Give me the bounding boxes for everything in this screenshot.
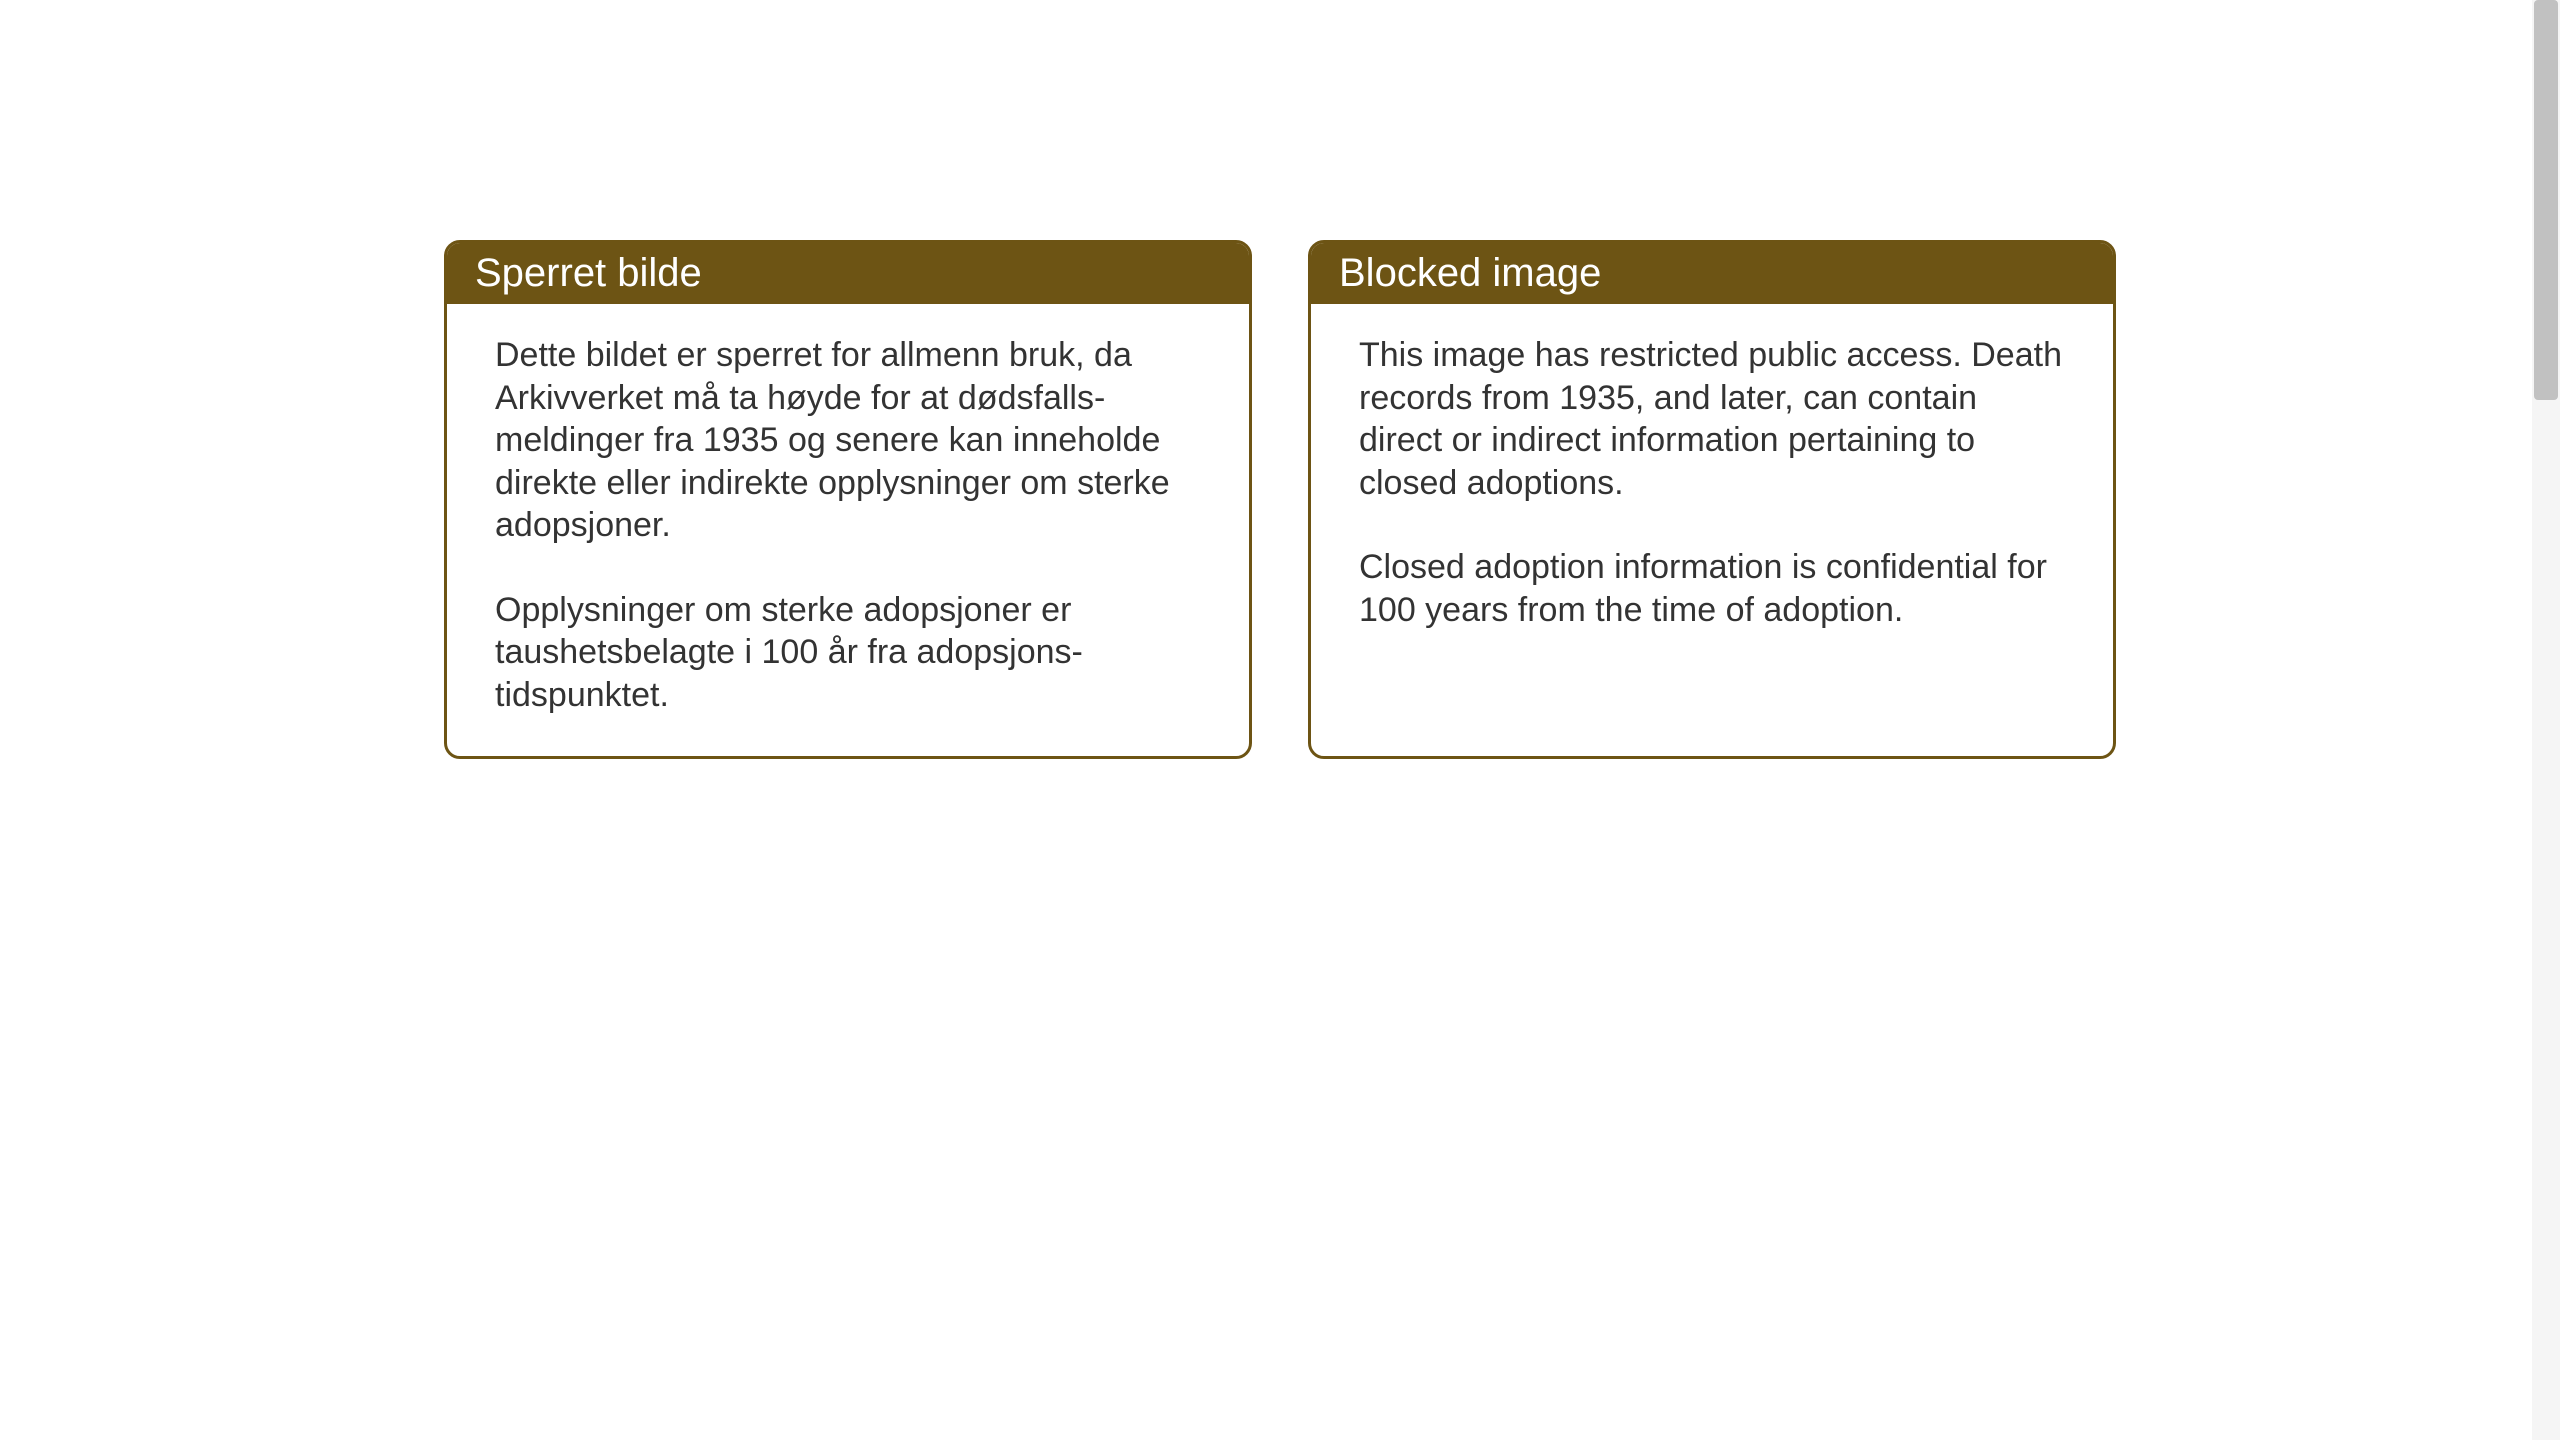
notice-body-norwegian: Dette bildet er sperret for allmenn bruk… <box>447 304 1249 756</box>
notice-box-english: Blocked image This image has restricted … <box>1308 240 2116 759</box>
notice-paragraph-english-1: This image has restricted public access.… <box>1359 334 2065 504</box>
notice-box-norwegian: Sperret bilde Dette bildet er sperret fo… <box>444 240 1252 759</box>
notice-paragraph-norwegian-1: Dette bildet er sperret for allmenn bruk… <box>495 334 1201 547</box>
notice-body-english: This image has restricted public access.… <box>1311 304 2113 671</box>
notice-title-english: Blocked image <box>1339 251 1601 295</box>
notice-paragraph-norwegian-2: Opplysninger om sterke adopsjoner er tau… <box>495 589 1201 717</box>
notice-header-english: Blocked image <box>1311 243 2113 304</box>
notice-header-norwegian: Sperret bilde <box>447 243 1249 304</box>
notice-paragraph-english-2: Closed adoption information is confident… <box>1359 546 2065 631</box>
notice-title-norwegian: Sperret bilde <box>475 251 702 295</box>
notice-container: Sperret bilde Dette bildet er sperret fo… <box>444 240 2116 759</box>
scrollbar-thumb[interactable] <box>2534 0 2558 400</box>
vertical-scrollbar[interactable] <box>2532 0 2560 1440</box>
